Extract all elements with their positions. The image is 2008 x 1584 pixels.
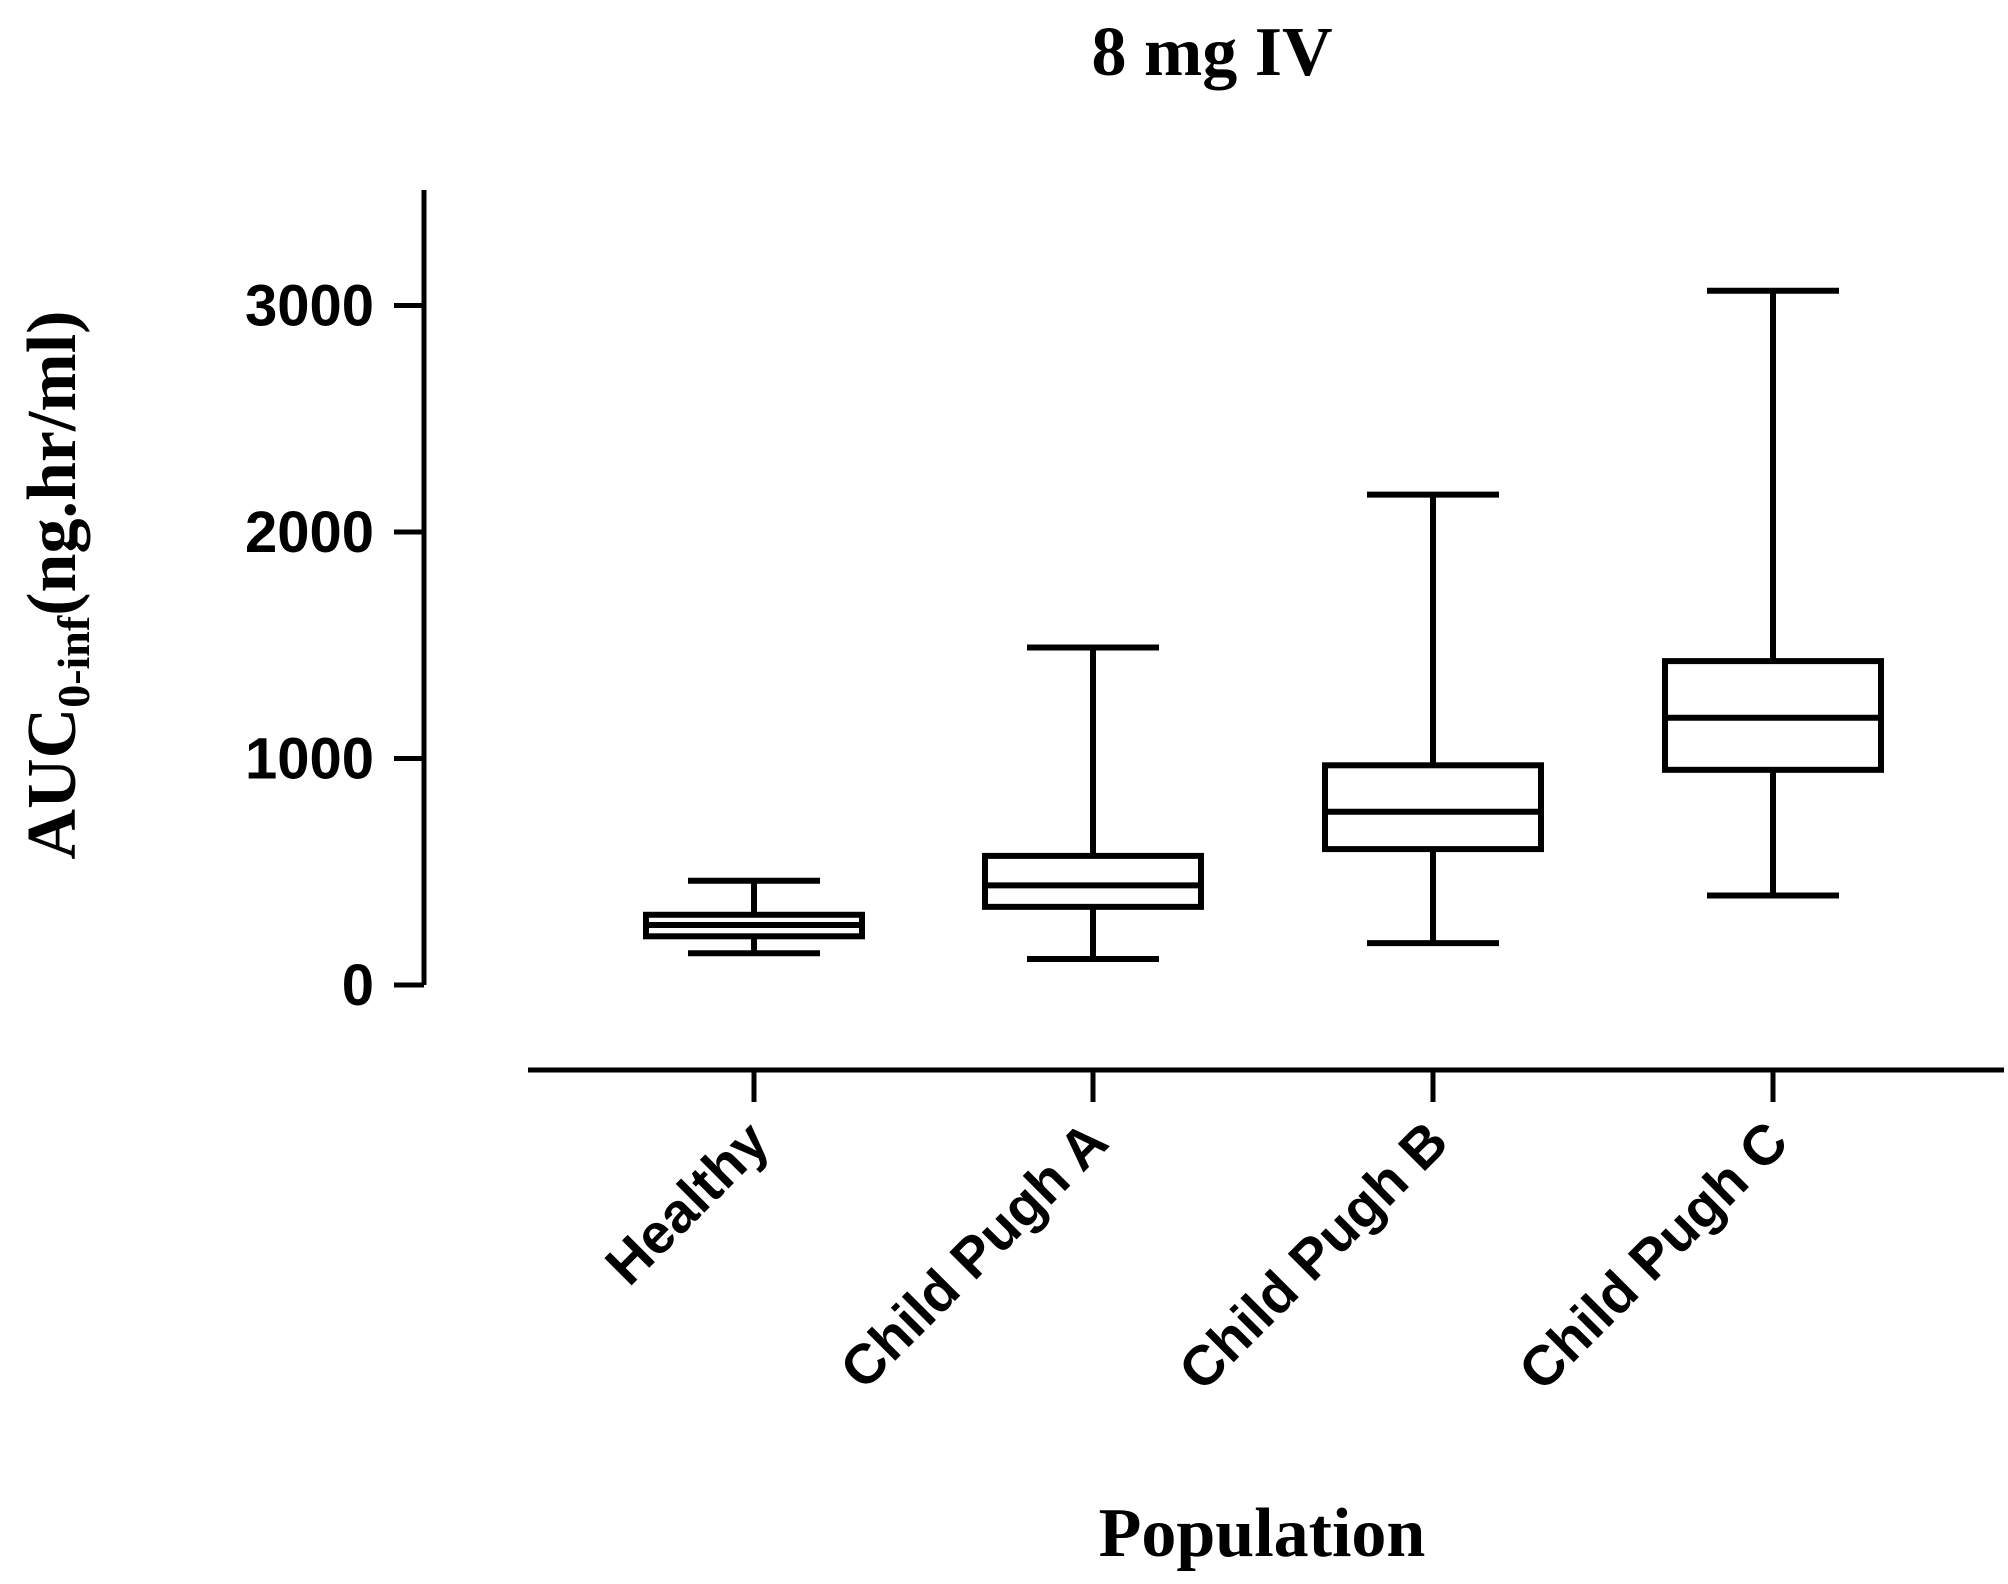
y-tick-label: 3000: [245, 274, 374, 339]
x-axis-label: Population: [1099, 1495, 1426, 1572]
box-child-pugh-a: [982, 644, 1204, 962]
y-axis-label-main: AUC: [14, 708, 91, 860]
x-tick-label: Healthy: [593, 1109, 781, 1297]
chart-title: 8 mg IV: [1091, 14, 1332, 91]
y-tick-label: 1000: [245, 727, 374, 792]
y-axis-label-unit: (ng.hr/ml): [14, 311, 91, 616]
box-child-pugh-c: [1662, 287, 1884, 899]
x-tick-label: Child Pugh C: [1506, 1109, 1799, 1402]
y-tick-label: 0: [342, 953, 374, 1018]
box-child-pugh-b: [1322, 491, 1544, 947]
iqr-box: [982, 852, 1204, 910]
boxes: [643, 287, 1884, 962]
box-healthy: [643, 877, 865, 957]
iqr-box: [1322, 762, 1544, 853]
x-tick-label: Child Pugh B: [1166, 1109, 1459, 1402]
x-ticks: Healthy Child Pugh A Child Pugh B Child Pug…: [593, 1070, 1799, 1402]
y-axis-label: AUC0-inf(ng.hr/ml): [14, 311, 99, 860]
y-axis-label-subscript: 0-inf: [48, 615, 99, 708]
y-ticks: 0 1000 2000 3000: [245, 274, 424, 1018]
y-tick-label: 2000: [245, 500, 374, 565]
x-tick-label: Child Pugh A: [828, 1109, 1120, 1401]
